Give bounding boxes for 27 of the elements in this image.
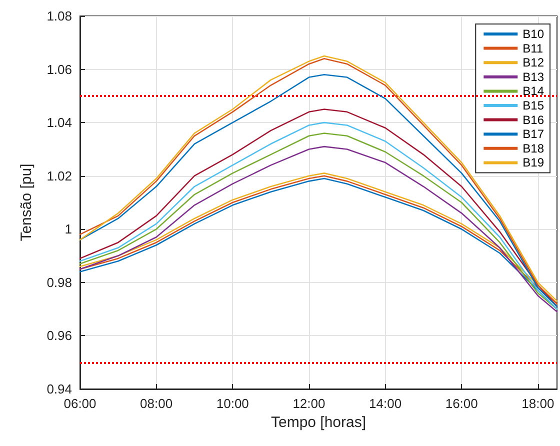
legend-label: B14	[522, 84, 544, 98]
legend-label: B17	[522, 127, 544, 142]
y-tick-label: 1.08	[46, 8, 72, 24]
x-tick-label: 18:00	[522, 396, 554, 411]
y-tick-label: 0.96	[46, 328, 72, 344]
legend-label: B11	[522, 41, 544, 56]
y-tick-label: 0.94	[46, 382, 72, 396]
x-tick-label: 08:00	[140, 396, 173, 411]
x-tick-label: 06:00	[64, 396, 96, 411]
x-tick-label: 14:00	[369, 396, 402, 411]
legend-label: B10	[522, 27, 544, 41]
y-tick-label: 1.06	[46, 62, 72, 77]
legend-label: B16	[522, 112, 544, 127]
y-axis-title: Tensão [pu]	[18, 164, 35, 242]
y-tick-label: 0.98	[46, 274, 72, 290]
legend-label: B19	[522, 156, 544, 170]
x-tick-label: 12:00	[292, 396, 326, 411]
x-axis-title: Tempo [horas]	[270, 414, 366, 431]
y-tick-label: 1	[64, 222, 72, 237]
x-tick-label: 16:00	[445, 396, 478, 411]
legend-label: B12	[522, 56, 544, 70]
x-tick-label: 10:00	[216, 396, 249, 411]
legend-label: B18	[522, 141, 544, 156]
legend-label: B15	[522, 98, 544, 112]
legend-label: B13	[522, 70, 544, 84]
y-tick-label: 1.04	[46, 115, 72, 130]
y-tick-label: 1.02	[46, 168, 72, 184]
